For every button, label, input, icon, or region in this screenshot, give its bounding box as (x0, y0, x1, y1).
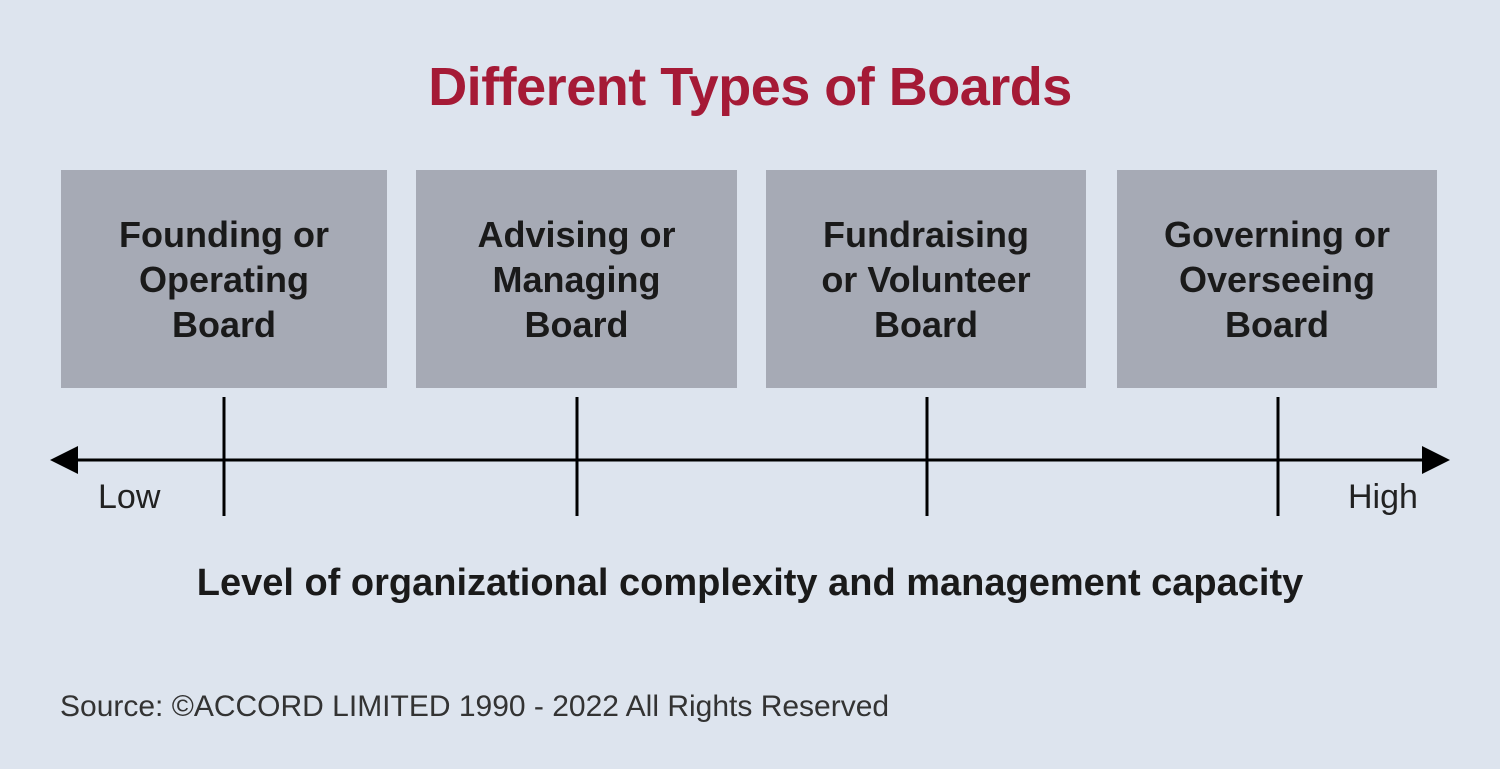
axis-title: Level of organizational complexity and m… (0, 562, 1500, 605)
axis-high-label: High (1348, 478, 1418, 517)
diagram-canvas: Different Types of Boards Founding or Op… (0, 0, 1500, 769)
axis-low-label: Low (98, 478, 160, 517)
source-credit: Source: ©ACCORD LIMITED 1990 - 2022 All … (60, 690, 889, 724)
complexity-axis (0, 0, 1500, 769)
